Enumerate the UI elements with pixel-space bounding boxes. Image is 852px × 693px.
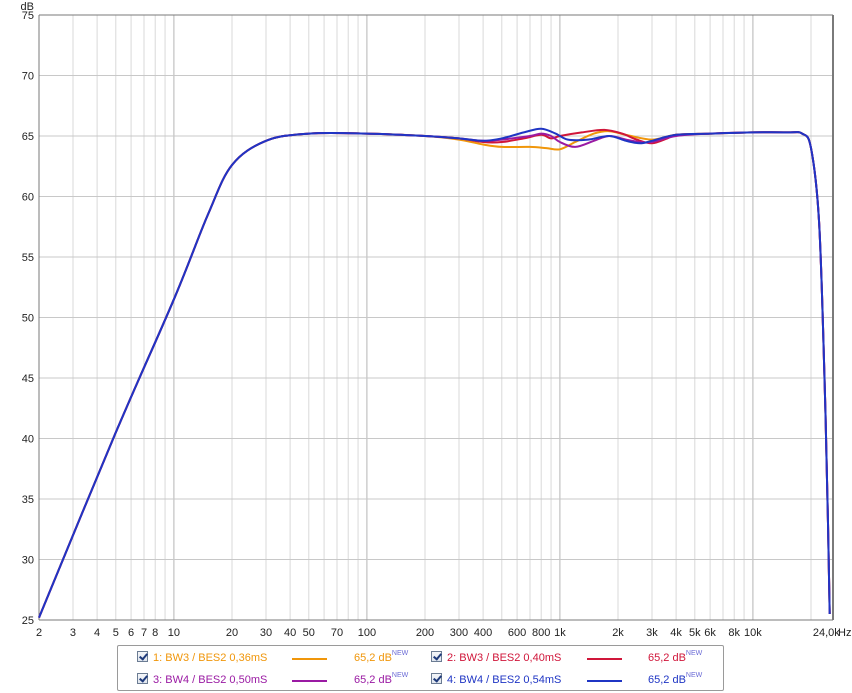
legend-entry-4: 4: BW4 / BES2 0,54mS 65,2 dBNEW	[418, 670, 718, 690]
series-4-readout: 65,2 dBNEW	[648, 672, 703, 686]
x-tick-label: 800	[532, 627, 550, 639]
legend-row: 1: BW3 / BES2 0,36mS 65,2 dBNEW 2: BW3 /…	[118, 648, 723, 668]
y-tick-label: 55	[22, 252, 34, 264]
series-4-checkbox[interactable]	[431, 673, 442, 684]
x-tick-label: 2k	[612, 627, 624, 639]
legend-panel: 1: BW3 / BES2 0,36mS 65,2 dBNEW 2: BW3 /…	[117, 645, 724, 691]
y-tick-label: 40	[22, 434, 34, 446]
x-unit-label: Hz	[838, 627, 851, 639]
x-tick-label: 7	[141, 627, 147, 639]
x-tick-label: 5k	[689, 627, 701, 639]
series-3-name: 3: BW4 / BES2 0,50mS	[153, 674, 268, 686]
series-2-readout: 65,2 dBNEW	[648, 650, 703, 664]
series-2-swatch	[587, 658, 622, 660]
legend-entry-1: 1: BW3 / BES2 0,36mS 65,2 dBNEW	[118, 648, 418, 668]
series-4-name: 4: BW4 / BES2 0,54mS	[447, 674, 562, 686]
series-3-swatch	[292, 680, 327, 682]
x-tick-label: 600	[508, 627, 526, 639]
x-tick-label: 40	[284, 627, 296, 639]
x-tick-label: 6k	[704, 627, 716, 639]
x-tick-label: 10k	[744, 627, 762, 639]
x-tick-label: 3k	[646, 627, 658, 639]
x-tick-label: 50	[303, 627, 315, 639]
y-tick-label: 65	[22, 131, 34, 143]
x-tick-label: 30	[260, 627, 272, 639]
x-tick-label: 20	[226, 627, 238, 639]
x-tick-label: 100	[358, 627, 376, 639]
x-tick-label: 1k	[554, 627, 566, 639]
series-4-curve	[38, 127, 831, 618]
series-3-readout: 65,2 dBNEW	[354, 672, 409, 686]
y-unit-label: dB	[21, 1, 34, 13]
x-tick-label: 400	[474, 627, 492, 639]
x-tick-label: 24,0k	[813, 627, 840, 639]
y-tick-label: 60	[22, 192, 34, 204]
series-3-checkbox[interactable]	[137, 673, 148, 684]
x-tick-label: 5	[113, 627, 119, 639]
y-tick-label: 75	[22, 10, 34, 22]
x-tick-label: 300	[450, 627, 468, 639]
x-tick-label: 4	[94, 627, 100, 639]
x-tick-label: 3	[70, 627, 76, 639]
legend-row: 3: BW4 / BES2 0,50mS 65,2 dBNEW 4: BW4 /…	[118, 670, 723, 690]
x-tick-label: 6	[128, 627, 134, 639]
x-tick-label: 10	[168, 627, 180, 639]
legend-entry-3: 3: BW4 / BES2 0,50mS 65,2 dBNEW	[118, 670, 418, 690]
series-1-checkbox[interactable]	[137, 651, 148, 662]
y-tick-label: 25	[22, 615, 34, 627]
x-tick-label: 4k	[670, 627, 682, 639]
x-tick-label: 2	[36, 627, 42, 639]
series-2-name: 2: BW3 / BES2 0,40mS	[447, 652, 562, 664]
x-tick-label: 200	[416, 627, 434, 639]
y-tick-label: 70	[22, 71, 34, 83]
x-tick-label: 70	[331, 627, 343, 639]
x-tick-label: 8	[152, 627, 158, 639]
y-tick-label: 50	[22, 313, 34, 325]
series-2-checkbox[interactable]	[431, 651, 442, 662]
y-tick-label: 30	[22, 555, 34, 567]
series-1-readout: 65,2 dBNEW	[354, 650, 409, 664]
series-1-swatch	[292, 658, 327, 660]
y-tick-label: 45	[22, 373, 34, 385]
series-4-swatch	[587, 680, 622, 682]
x-tick-label: 8k	[728, 627, 740, 639]
legend-entry-2: 2: BW3 / BES2 0,40mS 65,2 dBNEW	[418, 648, 718, 668]
series-1-name: 1: BW3 / BES2 0,36mS	[153, 652, 268, 664]
y-tick-label: 35	[22, 494, 34, 506]
